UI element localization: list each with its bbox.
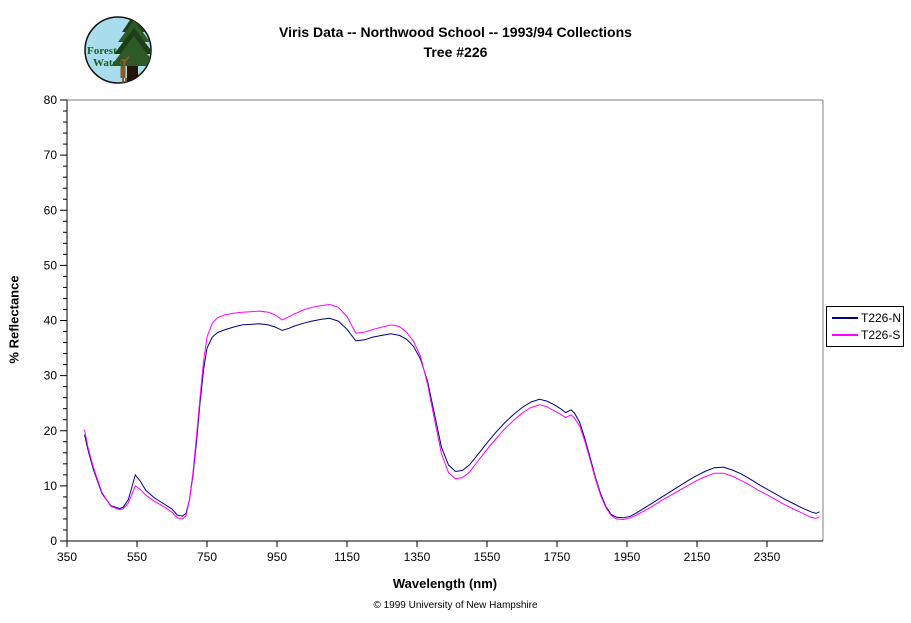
y-tick-label: 20	[44, 424, 58, 438]
logo-text-forest: Forest	[87, 45, 117, 57]
y-tick-label: 10	[44, 479, 58, 493]
legend-item-t226-s: T226-S	[832, 328, 903, 342]
x-tick-label: 1750	[544, 550, 571, 564]
tree-hugger-figure-icon	[120, 56, 130, 83]
y-tick-label: 0	[50, 534, 57, 548]
y-tick-label: 30	[44, 369, 58, 383]
logo-tree-icon	[111, 17, 151, 83]
x-tick-label: 2350	[754, 550, 781, 564]
x-tick-label: 1950	[614, 550, 641, 564]
x-tick-label: 950	[267, 550, 287, 564]
y-tick-label: 80	[44, 93, 58, 107]
y-tick-label: 60	[44, 203, 58, 217]
chart-title-line2: Tree #226	[423, 44, 488, 60]
legend-item-t226-n: T226-N	[832, 311, 903, 325]
y-tick-label: 50	[44, 258, 58, 272]
chart-title-line1: Viris Data -- Northwood School -- 1993/9…	[279, 24, 632, 40]
x-tick-label: 750	[197, 550, 217, 564]
legend-label-n: T226-N	[861, 310, 902, 325]
forest-watch-logo: Forest Watch	[84, 16, 152, 84]
x-tick-label: 1550	[474, 550, 501, 564]
chart-title: Viris Data -- Northwood School -- 1993/9…	[0, 22, 911, 62]
legend-label-s: T226-S	[861, 328, 901, 343]
legend-line-sample-n	[832, 316, 858, 319]
y-axis-title: % Reflectance	[6, 275, 22, 364]
series-line-t226-n	[84, 317, 820, 519]
y-tick-label: 40	[44, 314, 58, 328]
x-tick-label: 1350	[404, 550, 431, 564]
series-line-t226-s	[84, 303, 820, 521]
x-tick-label: 1150	[334, 550, 360, 564]
x-tick-label: 350	[57, 550, 77, 564]
legend-line-sample-s	[832, 334, 858, 337]
x-tick-label: 550	[127, 550, 147, 564]
x-axis-title: Wavelength (nm)	[392, 576, 498, 591]
copyright-notice: © 1999 University of New Hampshire	[373, 600, 538, 611]
logo-text-watch: Watch	[93, 57, 124, 69]
x-tick-label: 2150	[684, 550, 711, 564]
legend: T226-N T226-S	[826, 306, 904, 347]
y-tick-label: 70	[44, 148, 58, 162]
